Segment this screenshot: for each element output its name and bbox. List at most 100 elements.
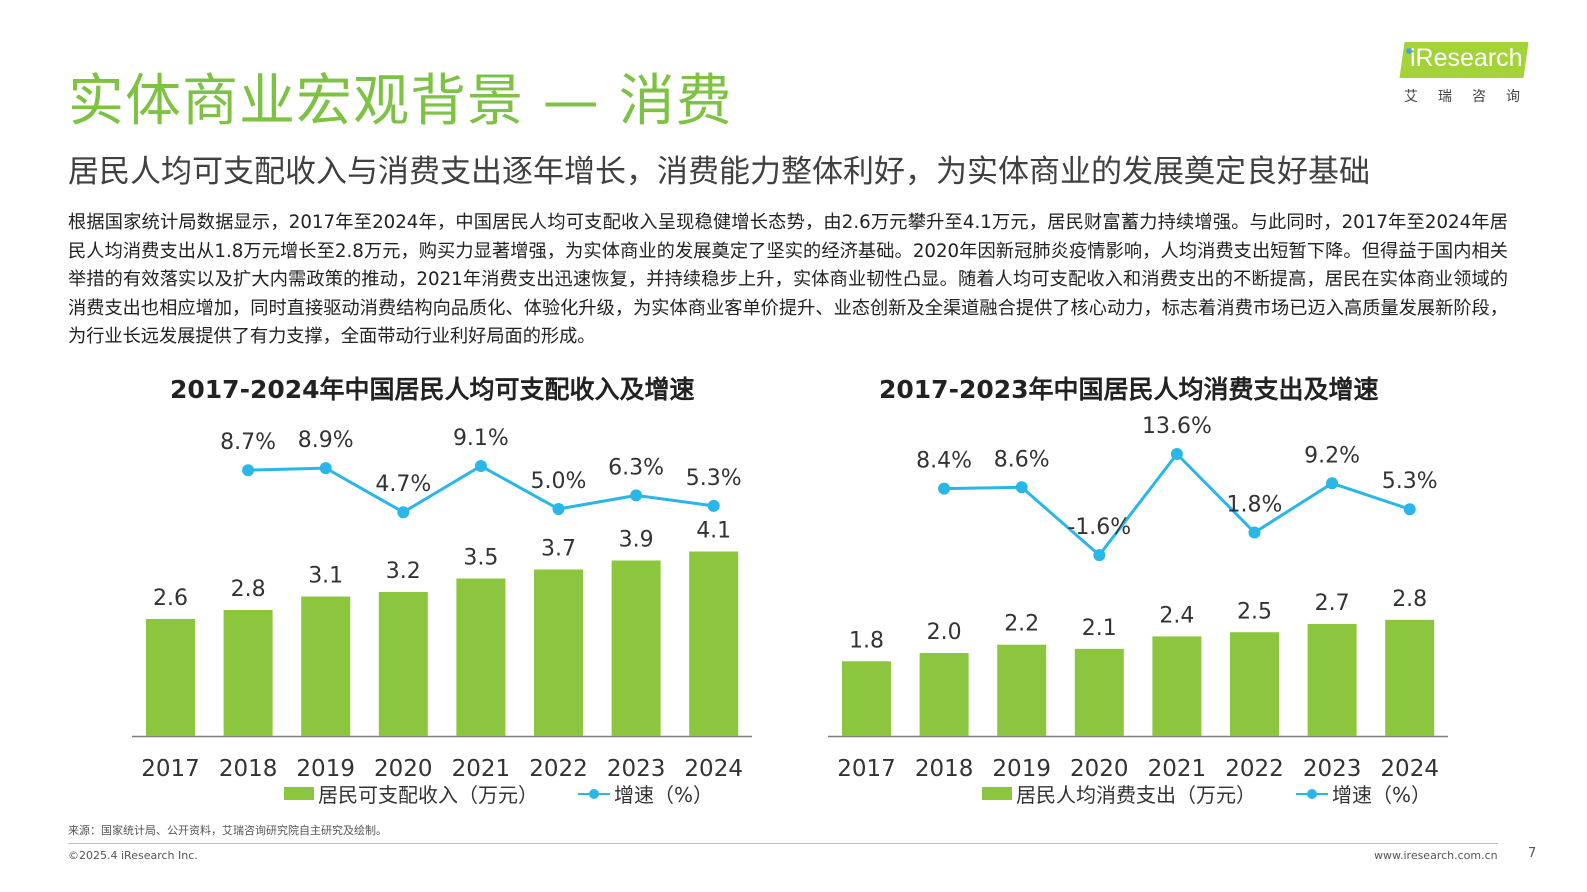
bar: [997, 644, 1047, 736]
bar: [1152, 636, 1202, 736]
x-tick-label: 2018: [219, 756, 278, 782]
bar-value-label: 2.4: [1159, 603, 1194, 628]
bar-value-label: 2.8: [231, 577, 266, 602]
growth-value-label: 9.1%: [453, 426, 509, 451]
footer-divider: [68, 843, 1498, 844]
legend-line-swatch: [578, 787, 610, 800]
body-paragraph: 根据国家统计局数据显示，2017年至2024年，中国居民人均可支配收入呈现稳健增…: [68, 212, 1508, 348]
bar-value-label: 4.1: [696, 519, 731, 544]
growth-point: [1015, 481, 1028, 494]
growth-value-label: 1.8%: [1227, 492, 1283, 517]
growth-point: [474, 460, 487, 472]
growth-point: [552, 503, 565, 516]
bar: [301, 596, 351, 736]
bar-value-label: 2.7: [1315, 591, 1350, 616]
growth-point: [397, 506, 410, 519]
page-number: 7: [1528, 846, 1537, 861]
bar: [378, 592, 428, 736]
bar: [1307, 623, 1357, 736]
x-tick-label: 2023: [607, 756, 666, 782]
growth-point: [1248, 526, 1261, 539]
x-tick-label: 2020: [374, 756, 433, 782]
page-title: 实体商业宏观背景 — 消费: [68, 69, 733, 134]
bar: [1074, 648, 1124, 736]
chart1-legend: 居民可支配收入（万元） 增速（%）: [284, 779, 713, 808]
growth-value-label: 5.3%: [1382, 469, 1438, 494]
x-tick-label: 2017: [837, 756, 896, 782]
growth-value-label: 8.9%: [298, 428, 354, 453]
x-tick-label: 2022: [529, 756, 588, 782]
x-tick-label: 2019: [296, 756, 355, 782]
logo-cn: 艾瑞咨询: [1404, 89, 1540, 105]
bar: [689, 551, 739, 736]
growth-value-label: 5.3%: [686, 466, 742, 491]
copyright: ©2025.4 iResearch Inc.: [68, 849, 198, 862]
source-note: 来源：国家统计局、公开资料，艾瑞咨询研究院自主研究及绘制。: [68, 824, 387, 837]
growth-value-label: -1.6%: [1067, 515, 1131, 540]
growth-point: [1403, 503, 1416, 516]
chart1-svg: 2.6 2017 2.8 2018 3.1 2019 3.2 2020 3.5 2021 3.7 20…: [132, 426, 752, 782]
growth-point: [242, 464, 255, 477]
bar-value-label: 2.6: [153, 586, 188, 611]
growth-point: [1326, 477, 1339, 490]
chart1-title: 2017-2024年中国居民人均可支配收入及增速: [170, 375, 695, 404]
bar: [456, 578, 506, 736]
bar-value-label: 3.7: [541, 537, 576, 562]
chart2-svg: 1.8 2017 2.0 2018 2.2 2019 2.1 2020 2.4 2021 2.5 20…: [828, 414, 1448, 782]
x-tick-label: 2024: [1380, 756, 1439, 782]
bar: [1230, 632, 1279, 736]
bar: [146, 619, 195, 736]
legend-bar-swatch: [284, 787, 314, 800]
x-tick-label: 2021: [452, 756, 511, 782]
legend-bar-label: 居民可支配收入（万元）: [318, 783, 538, 807]
x-tick-label: 2022: [1225, 756, 1284, 782]
x-tick-label: 2018: [915, 756, 974, 782]
bar: [842, 661, 891, 736]
growth-point: [707, 499, 720, 512]
growth-value-label: 9.2%: [1304, 443, 1360, 468]
logo-text: iResearch: [1410, 44, 1523, 72]
page-subtitle: 居民人均可支配收入与消费支出逐年增长，消费能力整体利好，为实体商业的发展奠定良好…: [68, 154, 1370, 190]
x-tick-label: 2021: [1148, 756, 1207, 782]
chart2-title: 2017-2023年中国居民人均消费支出及增速: [879, 375, 1379, 404]
growth-value-label: 8.6%: [994, 447, 1050, 472]
x-tick-label: 2017: [141, 756, 200, 782]
bar-value-label: 2.1: [1082, 616, 1117, 641]
growth-point: [630, 489, 643, 502]
bar-value-label: 2.2: [1004, 612, 1039, 637]
bar: [534, 569, 583, 736]
growth-value-label: 6.3%: [608, 455, 664, 480]
bar: [611, 560, 661, 736]
growth-value-label: 13.6%: [1142, 414, 1212, 439]
bar-value-label: 2.0: [927, 620, 962, 645]
chart2-legend: 居民人均消费支出（万元） 增速（%）: [982, 779, 1431, 808]
growth-point: [938, 482, 951, 495]
growth-value-label: 8.4%: [916, 449, 972, 474]
bar-value-label: 1.8: [849, 628, 884, 653]
x-tick-label: 2024: [684, 756, 743, 782]
legend-bar-label: 居民人均消费支出（万元）: [1016, 783, 1256, 807]
legend-line-label: 增速（%）: [1332, 783, 1432, 807]
legend-bar-swatch: [982, 787, 1012, 800]
growth-value-label: 5.0%: [531, 469, 587, 494]
bar: [919, 653, 969, 736]
growth-point: [1170, 448, 1183, 460]
growth-value-label: 8.7%: [220, 430, 276, 455]
iresearch-logo: iResearch 艾瑞咨询: [1396, 40, 1536, 110]
bar-value-label: 3.9: [619, 528, 654, 553]
bar-value-label: 3.1: [308, 564, 343, 589]
growth-point: [319, 462, 332, 475]
legend-line-swatch: [1296, 787, 1328, 800]
bar-value-label: 3.5: [463, 546, 498, 571]
legend-line-label: 增速（%）: [614, 783, 714, 807]
bar: [1385, 619, 1435, 736]
logo-dot-icon: [1406, 48, 1412, 54]
bar: [223, 610, 273, 736]
x-tick-label: 2023: [1303, 756, 1362, 782]
x-tick-label: 2019: [992, 756, 1051, 782]
bar-value-label: 2.8: [1392, 587, 1427, 612]
website-link[interactable]: www.iresearch.com.cn: [1374, 849, 1498, 862]
growth-value-label: 4.7%: [375, 472, 431, 497]
x-tick-label: 2020: [1070, 756, 1129, 782]
bar-value-label: 3.2: [386, 559, 421, 584]
